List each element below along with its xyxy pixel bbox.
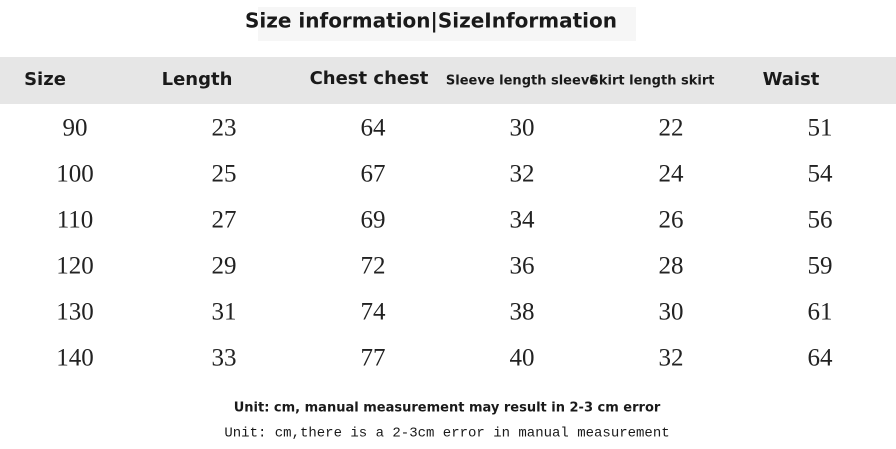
table-cell: 31: [212, 299, 237, 326]
table-cell: 27: [212, 207, 237, 234]
title-background: [258, 7, 636, 41]
column-header: Size: [24, 69, 66, 90]
table-cell: 22: [659, 115, 684, 142]
table-cell: 69: [361, 207, 386, 234]
column-header: Sleeve length sleeve: [446, 74, 598, 89]
table-cell: 30: [659, 299, 684, 326]
table-cell: 61: [808, 299, 833, 326]
note: Unit: cm, manual measurement may result …: [234, 401, 661, 416]
table-cell: 64: [361, 115, 387, 142]
table-cell: 34: [510, 207, 536, 234]
table-cell: 72: [361, 253, 386, 280]
table-cell: 140: [56, 345, 94, 372]
table-cell: 28: [659, 253, 684, 280]
table-cell: 26: [659, 207, 684, 234]
table-cell: 110: [57, 207, 94, 234]
table-cell: 36: [510, 253, 535, 280]
note: Unit: cm,there is a 2-3cm error in manua…: [224, 426, 669, 442]
table-cell: 33: [212, 345, 237, 372]
table-cell: 23: [212, 115, 237, 142]
table-cell: 32: [510, 161, 535, 188]
table-cell: 67: [361, 161, 386, 188]
column-header: Chest chest: [310, 68, 429, 89]
table-cell: 30: [510, 115, 535, 142]
table-cell: 100: [56, 161, 94, 188]
table-cell: 90: [63, 115, 88, 142]
table-cell: 40: [510, 345, 535, 372]
column-header: Skirt length skirt: [590, 74, 715, 89]
table-cell: 77: [361, 345, 386, 372]
table-cell: 51: [808, 115, 833, 142]
table-cell: 25: [212, 161, 237, 188]
header-band: [0, 57, 896, 104]
column-header: Length: [162, 69, 233, 90]
title: Size information|SizeInformation: [245, 9, 617, 33]
table-cell: 56: [808, 207, 833, 234]
table-cell: 74: [361, 299, 387, 326]
table-cell: 59: [808, 253, 833, 280]
table-cell: 32: [659, 345, 684, 372]
table-cell: 54: [808, 161, 834, 188]
table-cell: 38: [510, 299, 535, 326]
table-cell: 130: [56, 299, 94, 326]
column-header: Waist: [763, 69, 820, 90]
table-cell: 64: [808, 345, 834, 372]
table-cell: 120: [56, 253, 94, 280]
table-cell: 24: [659, 161, 685, 188]
table-cell: 29: [212, 253, 237, 280]
